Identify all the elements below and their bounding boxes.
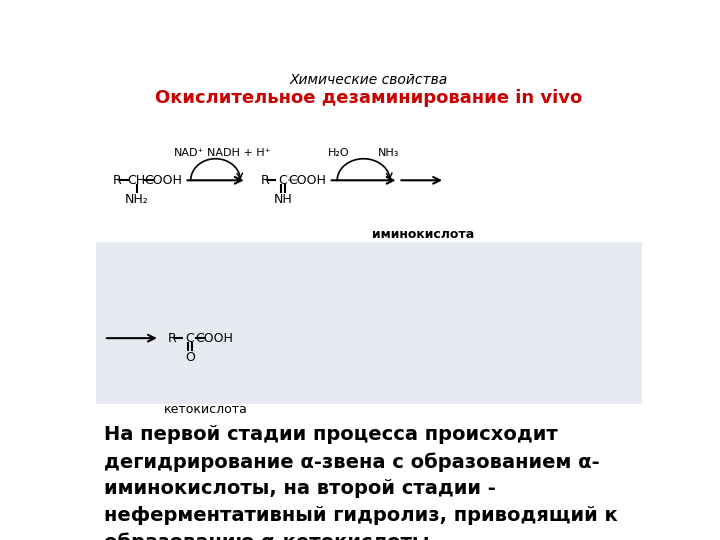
Text: R: R [113, 174, 122, 187]
Text: кетокислота: кетокислота [163, 403, 248, 416]
Text: C: C [279, 174, 287, 187]
Text: R: R [168, 332, 176, 345]
Text: CH: CH [127, 174, 145, 187]
Text: NADH + H⁺: NADH + H⁺ [207, 147, 271, 158]
Text: Окислительное дезаминирование in vivo: Окислительное дезаминирование in vivo [156, 90, 582, 107]
Text: На первой стадии процесса происходит
дегидрирование α-звена с образованием α-
им: На первой стадии процесса происходит дег… [104, 425, 618, 540]
Text: H₂O: H₂O [328, 147, 350, 158]
Text: C: C [186, 332, 194, 345]
Text: NH₂: NH₂ [125, 193, 148, 206]
FancyBboxPatch shape [96, 242, 642, 403]
Text: NH₃: NH₃ [378, 147, 399, 158]
Text: иминокислота: иминокислота [372, 228, 474, 241]
Text: O: O [185, 351, 195, 364]
Text: COOH: COOH [144, 174, 181, 187]
Text: R: R [261, 174, 269, 187]
Text: COOH: COOH [288, 174, 326, 187]
Text: COOH: COOH [195, 332, 233, 345]
Text: NH: NH [274, 193, 292, 206]
Text: Химические свойства: Химические свойства [290, 72, 448, 86]
Text: NAD⁺: NAD⁺ [174, 147, 204, 158]
